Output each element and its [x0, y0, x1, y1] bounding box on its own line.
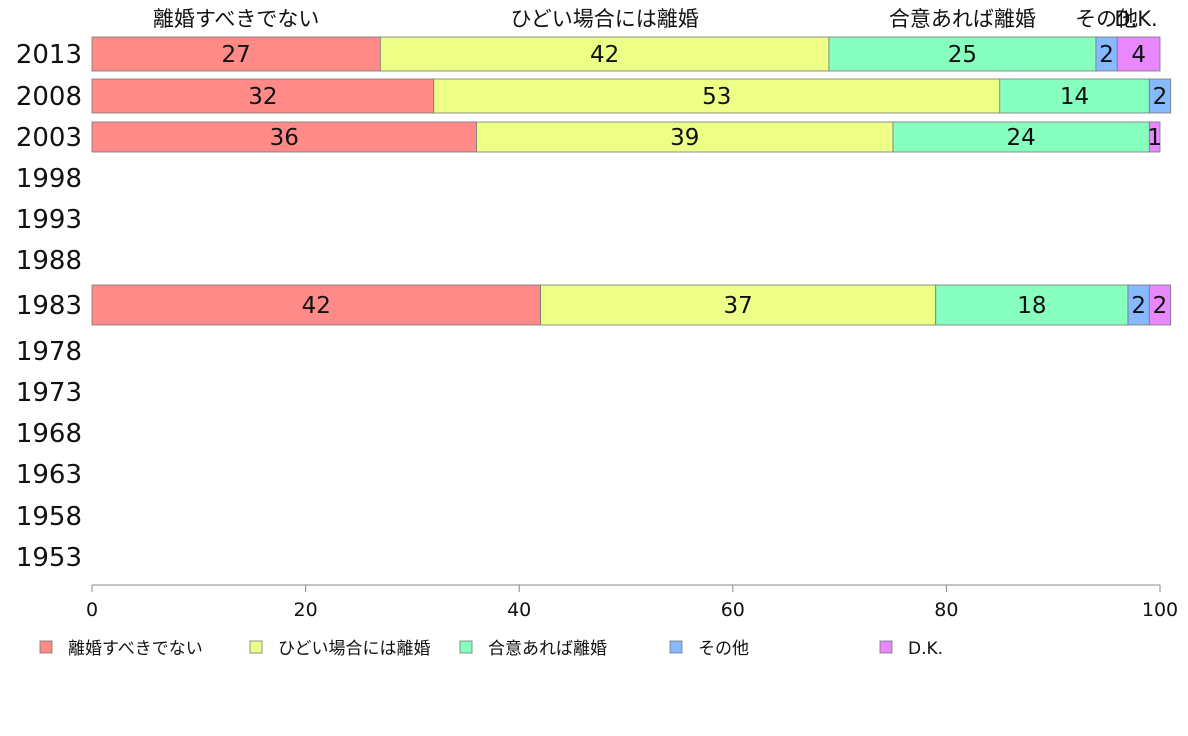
y-tick-label-1978: 1978 — [16, 337, 82, 367]
data-label-1983-4: 2 — [1131, 293, 1146, 319]
x-tick-label-60: 60 — [721, 599, 745, 621]
top-label-4: その他 — [1075, 7, 1138, 31]
x-tick-label-40: 40 — [507, 599, 531, 621]
legend-label-2: ひどい場合には離婚 — [278, 639, 431, 659]
y-tick-label-1993: 1993 — [16, 205, 82, 235]
legend-swatch-4 — [669, 640, 683, 654]
legend: 離婚すべきでない ひどい場合には離婚 合意あれば離婚 その他 D.K. — [39, 639, 943, 659]
bar-1983-3 — [935, 284, 1129, 326]
data-label-2003-3: 24 — [1007, 125, 1036, 151]
bar-1983-2 — [540, 284, 937, 326]
bar-2003-1 — [91, 121, 477, 153]
data-label-2008-4: 2 — [1153, 84, 1168, 110]
bar-2013-5 — [1116, 36, 1161, 72]
legend-swatch-2 — [249, 640, 263, 654]
data-label-2003-1: 36 — [270, 125, 299, 151]
data-label-2013-3: 25 — [948, 42, 977, 68]
y-tick-label-1968: 1968 — [16, 419, 82, 449]
y-tick-label-1963: 1963 — [16, 460, 82, 490]
y-tick-label-1973: 1973 — [16, 378, 82, 408]
data-label-2008-1: 32 — [248, 84, 277, 110]
top-label-5: D.K. — [1114, 7, 1157, 31]
bar-2013-2 — [379, 36, 830, 72]
data-label-2013-5: 4 — [1131, 42, 1146, 68]
y-tick-label-1983: 1983 — [16, 291, 82, 321]
x-tick-label-20: 20 — [294, 599, 318, 621]
x-tick-label-80: 80 — [934, 599, 958, 621]
data-label-2003-2: 39 — [670, 125, 699, 151]
x-tick-label-0: 0 — [86, 599, 98, 621]
bar-2003-5 — [1148, 121, 1161, 153]
y-tick-label-1988: 1988 — [16, 246, 82, 276]
data-label-1983-5: 2 — [1153, 293, 1168, 319]
legend-swatch-1 — [39, 640, 53, 654]
x-axis: 0 20 40 60 80 100 — [86, 584, 1178, 621]
y-tick-label-2008: 2008 — [16, 82, 82, 112]
x-tick-label-100: 100 — [1142, 599, 1178, 621]
legend-label-3: 合意あれば離婚 — [488, 639, 607, 659]
data-label-2013-4: 2 — [1099, 42, 1114, 68]
bar-2008-1 — [91, 78, 435, 114]
data-label-1983-2: 37 — [723, 293, 752, 319]
y-axis-labels: 2013 2008 2003 1998 1993 1988 1983 1978 1973 1968… — [16, 40, 82, 573]
legend-label-4: その他 — [698, 639, 749, 659]
y-tick-label-2003: 2003 — [16, 123, 82, 153]
data-label-2013-2: 42 — [590, 42, 619, 68]
data-label-2003-5: 1 — [1147, 125, 1162, 151]
bar-2013-1 — [91, 36, 381, 72]
bar-2003-2 — [476, 121, 894, 153]
legend-label-1: 離婚すべきでない — [68, 639, 203, 659]
legend-label-5: D.K. — [908, 639, 943, 659]
data-label-2008-2: 53 — [702, 84, 731, 110]
y-tick-label-1998: 1998 — [16, 164, 82, 194]
bar-2008-2 — [433, 78, 1001, 114]
bar-1983-5 — [1148, 284, 1172, 326]
bar-2008-4 — [1148, 78, 1172, 114]
bars-area: 27 42 25 2 432 53 14 236 39 24 142 37 18 2 2 — [91, 36, 1172, 326]
bar-2003-3 — [892, 121, 1150, 153]
legend-swatch-3 — [459, 640, 473, 654]
bar-1983-1 — [91, 284, 541, 326]
top-label-3: 合意あれば離婚 — [889, 7, 1036, 31]
top-label-1: 離婚すべきでない — [153, 7, 320, 31]
y-tick-label-1953: 1953 — [16, 543, 82, 573]
y-tick-label-1958: 1958 — [16, 502, 82, 532]
legend-swatch-5 — [879, 640, 893, 654]
data-label-2013-1: 27 — [222, 42, 251, 68]
y-tick-label-2013: 2013 — [16, 40, 82, 70]
data-label-1983-1: 42 — [302, 293, 331, 319]
top-label-2: ひどい場合には離婚 — [510, 7, 698, 31]
bar-2008-3 — [999, 78, 1150, 114]
data-label-1983-3: 18 — [1017, 293, 1046, 319]
bar-2013-3 — [828, 36, 1097, 72]
data-label-2008-3: 14 — [1060, 84, 1089, 110]
